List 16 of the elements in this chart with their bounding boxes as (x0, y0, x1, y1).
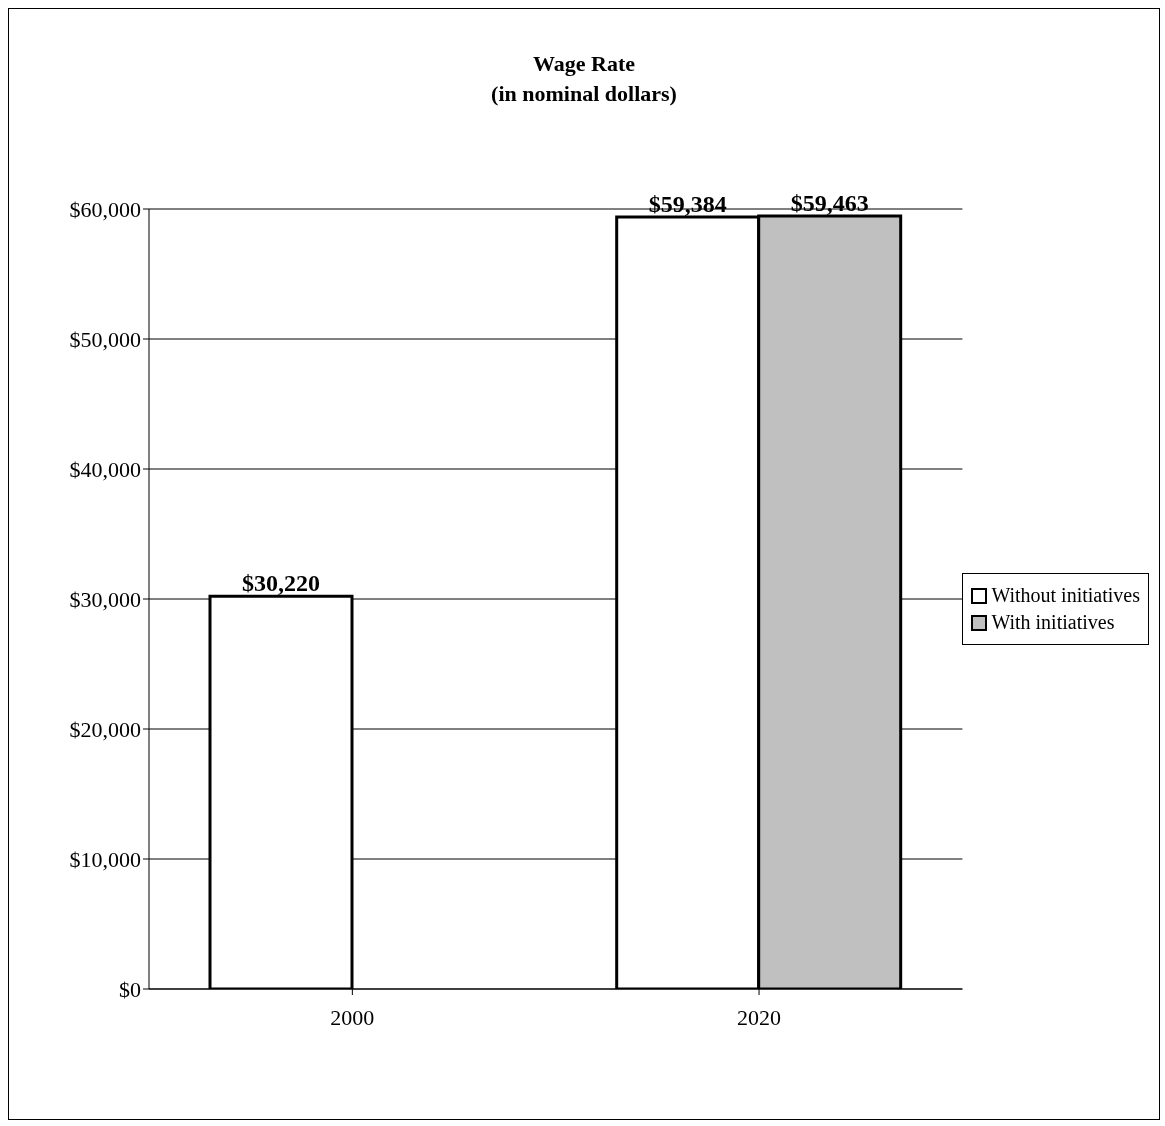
chart-title: Wage Rate (532, 50, 636, 78)
y-tick-label: $60,000 (69, 196, 141, 222)
y-tick-label: $40,000 (69, 456, 141, 482)
x-tick-label: 2020 (737, 1004, 782, 1030)
y-tick-label: $20,000 (69, 716, 141, 742)
y-tick-label: $50,000 (69, 326, 141, 352)
legend-label: With initiatives (991, 611, 1115, 634)
x-tick-label: 2000 (330, 1004, 375, 1030)
y-tick-label: $10,000 (69, 846, 141, 872)
y-tick-label: $0 (119, 976, 141, 1002)
data-label: $30,220 (242, 570, 320, 597)
data-label: $59,463 (790, 189, 869, 216)
y-tick-label: $30,000 (69, 586, 141, 612)
legend-label: Without initiatives (991, 584, 1140, 607)
data-label: $59,384 (648, 191, 727, 218)
chart-subtitle: (in nominal dollars) (490, 80, 678, 108)
